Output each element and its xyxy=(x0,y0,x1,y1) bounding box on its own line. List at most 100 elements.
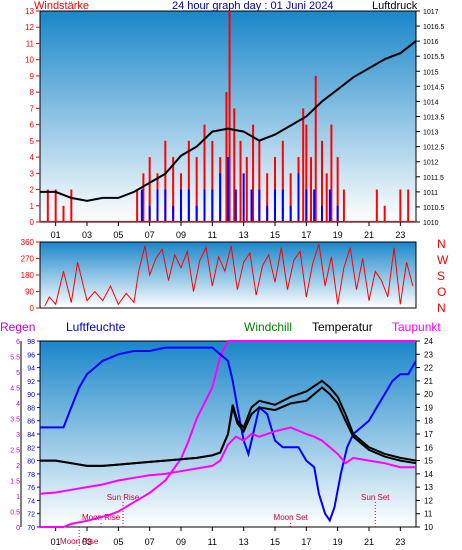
panel1-right-tick-label: 1015 xyxy=(423,69,439,76)
panel1-right-tick-label: 1010.5 xyxy=(423,205,445,212)
temp-tick-label: 10 xyxy=(424,523,433,532)
event-label: Moon Rise xyxy=(60,537,99,546)
temp-tick-label: 13 xyxy=(424,483,433,492)
panel1-left-tick-label: 4 xyxy=(30,153,35,162)
panel1-left-tick-label: 8 xyxy=(30,88,35,97)
panel2-left-tick-label: 270 xyxy=(21,255,35,264)
panel3-x-tick-label: 15 xyxy=(270,537,280,547)
panel1-x-tick-label: 07 xyxy=(145,230,155,240)
humidity-tick-label: 74 xyxy=(27,498,35,505)
rain-tick-label: 1 xyxy=(16,494,20,501)
panel3-x-tick-label: 01 xyxy=(51,537,61,547)
panel3-x-tick-label: 07 xyxy=(145,537,155,547)
panel1-left-tick-label: 7 xyxy=(30,104,35,113)
panel1-right-tick-label: 1016.5 xyxy=(423,24,445,31)
panel3-x-tick-label: 21 xyxy=(364,537,374,547)
rain-tick-label: 3.5 xyxy=(10,417,20,424)
panel1-x-tick-label: 09 xyxy=(176,230,186,240)
temp-tick-label: 23 xyxy=(424,350,433,359)
regen-line xyxy=(40,340,416,528)
compass-label: N xyxy=(437,237,446,251)
panel1-x-tick-label: 01 xyxy=(51,230,61,240)
rain-tick-label: 4 xyxy=(16,401,20,408)
humidity-tick-label: 78 xyxy=(27,472,35,479)
rain-tick-label: 6 xyxy=(16,339,20,346)
humidity-tick-label: 88 xyxy=(27,405,35,412)
panel1-right-tick-label: 1013 xyxy=(423,130,439,137)
compass-label: O xyxy=(437,285,446,299)
panel1-x-tick-label: 11 xyxy=(208,230,217,240)
panel1-left-tick-label: 10 xyxy=(25,56,34,65)
rain-tick-label: 5 xyxy=(16,370,20,377)
temp-tick-label: 18 xyxy=(424,417,433,426)
panel1-x-tick-label: 05 xyxy=(113,230,123,240)
panel2-plot-area xyxy=(39,241,417,309)
panel1-left-tick-label: 11 xyxy=(26,39,35,48)
event-label: Moon Set xyxy=(274,513,309,522)
panel3-x-tick-label: 05 xyxy=(113,537,123,547)
humidity-tick-label: 98 xyxy=(27,339,35,346)
panel2-left-tick-label: 0 xyxy=(30,304,35,313)
humidity-tick-label: 82 xyxy=(27,445,35,452)
panel3-x-tick-label: 23 xyxy=(395,537,405,547)
temp-tick-label: 12 xyxy=(424,496,433,505)
rain-tick-label: 0 xyxy=(16,525,20,532)
humidity-tick-label: 70 xyxy=(27,525,35,532)
temp-tick-label: 14 xyxy=(424,470,433,479)
panel3-x-tick-label: 03 xyxy=(82,537,92,547)
rain-tick-label: 0.5 xyxy=(10,510,20,517)
panel1-right-tick-label: 1011 xyxy=(423,190,438,197)
temperatur-label: Temperatur xyxy=(312,320,373,334)
panel1-right-tick-label: 1014 xyxy=(423,99,439,106)
temp-tick-label: 17 xyxy=(424,430,433,439)
panel1-right-tick-label: 1011.5 xyxy=(423,175,444,182)
panel3-x-tick-label: 13 xyxy=(239,537,249,547)
rain-tick-label: 2.5 xyxy=(10,448,20,455)
humidity-tick-label: 72 xyxy=(27,512,35,519)
temp-tick-label: 16 xyxy=(424,443,433,452)
panel1-x-tick-label: 19 xyxy=(333,230,343,240)
humidity-tick-label: 86 xyxy=(27,419,35,426)
wind-direction-line xyxy=(44,243,414,307)
panel3-x-tick-label: 19 xyxy=(333,537,343,547)
panel3-x-tick-label: 17 xyxy=(301,537,311,547)
temp-tick-label: 21 xyxy=(424,377,433,386)
compass-label: N xyxy=(437,301,446,315)
rain-tick-label: 5.5 xyxy=(10,355,20,362)
panel1-left-tick-label: 9 xyxy=(30,72,35,81)
rain-tick-label: 3 xyxy=(16,432,20,439)
luftfeuchte-label: Luftfeuchte xyxy=(66,320,126,334)
panel3-x-tick-label: 09 xyxy=(176,537,186,547)
panel1-left-tick-label: 5 xyxy=(30,137,35,146)
panel1-right-tick-label: 1010 xyxy=(423,220,439,227)
panel1-left-tick-label: 3 xyxy=(30,169,35,178)
panel1-left-tick-label: 0 xyxy=(30,218,35,227)
temperatur-line xyxy=(40,379,417,467)
windstaerke-label: Windstärke xyxy=(34,0,90,12)
temp-tick-label: 22 xyxy=(424,364,433,373)
panel1-right-tick-label: 1016 xyxy=(423,39,439,46)
panel1-right-tick-label: 1013.5 xyxy=(423,115,445,122)
panel-humidity-temperature: 0 0.5 1 1.5 2 2.5 3 3.5 4 4.5 5 5.5 6 70 72 74 76 78 80 82 8… xyxy=(10,337,433,547)
temp-tick-label: 11 xyxy=(424,510,433,519)
humidity-tick-label: 80 xyxy=(27,459,35,466)
temp-tick-label: 15 xyxy=(424,457,433,466)
panel2-left-tick-label: 180 xyxy=(21,271,35,280)
rain-tick-label: 4.5 xyxy=(10,386,20,393)
temp-tick-label: 19 xyxy=(424,403,433,412)
temp-tick-label: 24 xyxy=(424,337,433,346)
panel1-right-tick-label: 1012.5 xyxy=(423,145,445,152)
pressure-line xyxy=(40,40,417,202)
panel1-left-tick-label: 2 xyxy=(30,186,35,195)
panel1-x-tick-label: 21 xyxy=(364,230,374,240)
panel1-x-tick-label: 15 xyxy=(270,230,280,240)
panel1-right-tick-label: 1012 xyxy=(423,160,439,167)
rain-tick-label: 1.5 xyxy=(10,479,20,486)
panel1-x-tick-label: 03 xyxy=(82,230,92,240)
panel1-left-tick-label: 12 xyxy=(25,23,34,32)
rain-tick-label: 2 xyxy=(16,463,20,470)
panel3-x-tick-label: 11 xyxy=(208,537,217,547)
